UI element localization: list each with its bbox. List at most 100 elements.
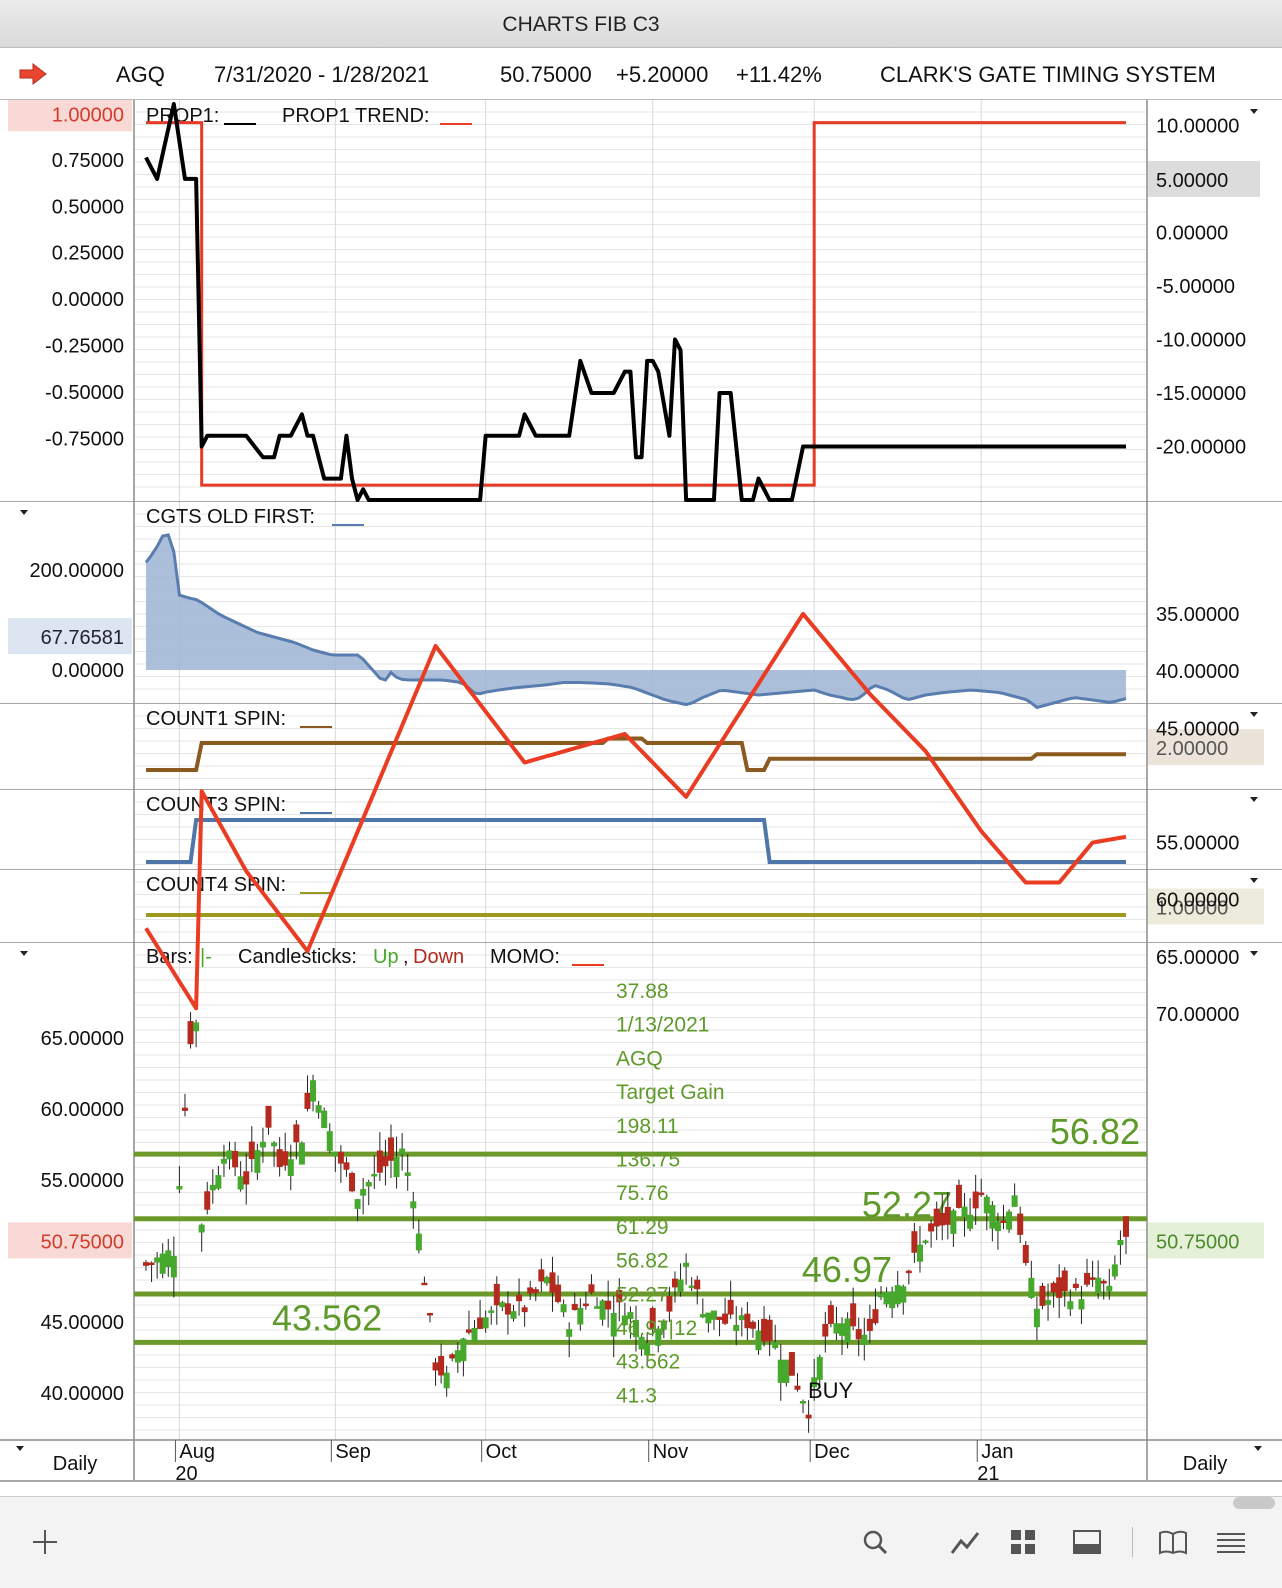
symbol-label: AGQ xyxy=(116,62,165,87)
left-highlight-label: 67.76581 xyxy=(41,627,124,649)
candle-down xyxy=(749,1321,756,1329)
candle-up xyxy=(482,1317,489,1329)
annotation-text: 43.562 xyxy=(616,1351,680,1374)
candle-down xyxy=(527,1287,534,1294)
candle-down xyxy=(1061,1270,1068,1292)
right-tick-label: 60.00000 xyxy=(1156,890,1239,912)
candle-down xyxy=(716,1316,723,1320)
legend-up: Up xyxy=(373,946,399,968)
left-highlight-box xyxy=(8,1222,132,1259)
panel-menu-icon xyxy=(1250,878,1258,883)
candle-up xyxy=(738,1315,745,1321)
candle-up xyxy=(254,1150,261,1173)
annotation-text: 46.97|12 xyxy=(616,1317,697,1340)
period-label-right: Daily xyxy=(1183,1453,1227,1475)
candle-down xyxy=(794,1385,801,1390)
candle-up xyxy=(170,1256,177,1278)
candle-down xyxy=(187,1021,194,1045)
candle-up xyxy=(271,1142,278,1147)
panel-menu-icon xyxy=(20,951,28,956)
book-icon[interactable] xyxy=(1156,1525,1190,1559)
candle-down xyxy=(549,1272,556,1293)
info-bar: AGQ 7/31/2020 - 1/28/2021 50.75000 +5.20… xyxy=(0,48,1282,100)
series-count1 xyxy=(146,736,1126,772)
x-month-label: Sep xyxy=(335,1441,371,1463)
annotation-text: 1/13/2021 xyxy=(616,1014,709,1037)
candle-up xyxy=(950,1210,957,1234)
candle-up xyxy=(176,1186,183,1190)
left-highlight-label: 1.00000 xyxy=(52,104,124,126)
legend-prop1-trend: PROP1 TREND: xyxy=(282,105,429,127)
list-icon[interactable] xyxy=(1214,1525,1248,1559)
search-icon[interactable] xyxy=(858,1525,892,1559)
candle-up xyxy=(710,1310,717,1320)
candle-down xyxy=(944,1206,951,1225)
candle-up xyxy=(1011,1195,1018,1207)
candle-down xyxy=(532,1289,539,1294)
candle-up xyxy=(599,1300,606,1320)
candle-up xyxy=(237,1176,244,1190)
fib-label: 43.562 xyxy=(272,1297,382,1338)
candle-down xyxy=(827,1305,834,1324)
right-arrow-icon[interactable] xyxy=(18,62,48,86)
annotation-text: 61.29 xyxy=(616,1216,669,1239)
left-tick-label: 0.75000 xyxy=(52,150,124,172)
candle-down xyxy=(1022,1244,1029,1264)
line-chart-icon[interactable] xyxy=(948,1525,982,1559)
candle-down xyxy=(376,1150,383,1173)
candle-up xyxy=(967,1214,974,1229)
candle-up xyxy=(154,1257,161,1263)
legend-comma: , xyxy=(403,946,409,968)
add-icon[interactable] xyxy=(28,1525,62,1559)
candle-down xyxy=(143,1262,149,1266)
panel-menu-icon xyxy=(20,510,28,515)
candle-up xyxy=(415,1233,422,1251)
candle-up xyxy=(989,1205,996,1229)
series-momo xyxy=(144,611,1127,1011)
annotation-text: Target Gain xyxy=(616,1081,725,1104)
candle-down xyxy=(293,1124,300,1143)
right-tick-label: -20.00000 xyxy=(1156,436,1246,458)
candle-down xyxy=(788,1352,795,1376)
candle-down xyxy=(911,1231,918,1253)
legend-count1: COUNT1 SPIN: xyxy=(146,708,286,730)
x-month-label: Jan xyxy=(981,1441,1013,1463)
candle-down xyxy=(694,1279,701,1290)
candle-up xyxy=(298,1142,305,1165)
candle-up xyxy=(777,1359,784,1383)
candle-down xyxy=(337,1151,344,1164)
candle-up xyxy=(488,1310,495,1313)
candle-down xyxy=(1084,1272,1091,1285)
candle-down xyxy=(605,1300,612,1310)
candle-up xyxy=(209,1184,216,1191)
candle-up xyxy=(566,1329,573,1337)
right-highlight-label: 5.00000 xyxy=(1156,170,1228,192)
candle-up xyxy=(443,1372,450,1389)
date-range: 7/31/2020 - 1/28/2021 xyxy=(214,62,430,87)
candle-up xyxy=(688,1285,695,1289)
legend-cgts: CGTS OLD FIRST: xyxy=(146,506,315,528)
left-tick-label: -0.25000 xyxy=(45,336,124,358)
price-panel xyxy=(0,943,1282,1440)
annotation-text: 75.76 xyxy=(616,1182,669,1205)
chart-area[interactable]: 0.75000 0.50000 0.25000 0.00000 -0.25000 -0.5… xyxy=(0,100,1282,1496)
candle-down xyxy=(438,1356,445,1376)
candle-down xyxy=(1000,1220,1007,1224)
candle-up xyxy=(321,1110,328,1129)
horizontal-scrollbar[interactable] xyxy=(1233,1497,1275,1509)
candle-down xyxy=(265,1105,272,1128)
candle-up xyxy=(733,1324,740,1332)
candle-up xyxy=(198,1224,205,1233)
fib-label: 56.82 xyxy=(1050,1111,1140,1152)
panel-icon[interactable] xyxy=(1070,1525,1104,1559)
left-tick-label: 40.00000 xyxy=(41,1383,124,1405)
left-tick-label: -0.50000 xyxy=(45,382,124,404)
candle-down xyxy=(571,1303,578,1311)
candle-up xyxy=(1028,1277,1035,1298)
grid-icon[interactable] xyxy=(1006,1525,1040,1559)
candle-up xyxy=(705,1312,712,1324)
candle-up xyxy=(755,1330,762,1351)
annotation-text: 56.82 xyxy=(616,1250,669,1273)
candle-down xyxy=(276,1149,283,1168)
candle-down xyxy=(822,1323,829,1337)
